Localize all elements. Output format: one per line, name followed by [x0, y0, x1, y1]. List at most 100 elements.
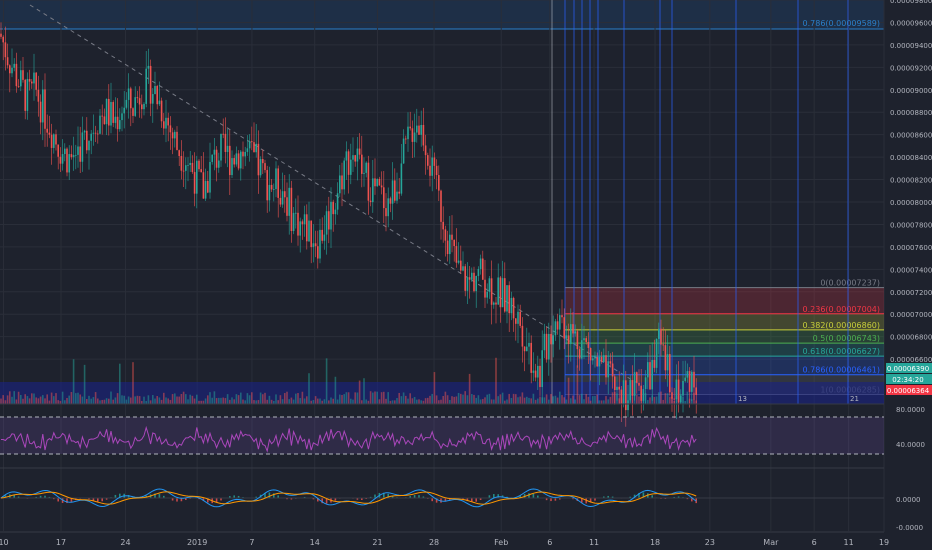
candle-body	[647, 362, 649, 378]
candle-body	[598, 356, 601, 367]
candle-body	[427, 155, 429, 166]
volume-bar	[156, 396, 158, 404]
candle-body	[42, 89, 44, 123]
volume-bar	[163, 392, 165, 404]
volume-bar	[130, 397, 132, 404]
volume-bar	[33, 393, 35, 404]
volume-bar	[493, 399, 495, 404]
volume-bar	[13, 391, 15, 404]
macd-bar	[356, 498, 359, 500]
volume-bar	[169, 399, 172, 404]
candle-body	[695, 387, 697, 395]
candle-body	[306, 214, 308, 242]
macd-bar	[154, 493, 156, 498]
volume-bar	[237, 395, 240, 404]
volume-bar	[196, 394, 198, 404]
volume-bar	[103, 399, 106, 404]
candle-body	[110, 102, 112, 126]
volume-bar	[429, 395, 431, 404]
candle-body	[191, 162, 194, 173]
date-axis[interactable]: 10 17 24 2019 7 14 21 28 Feb 6 11 18 23 Mar 6 11 19	[0, 538, 889, 547]
candle-body	[691, 371, 693, 392]
candle-body	[257, 143, 260, 176]
candle-body	[372, 178, 374, 203]
price-axis: 0.00009800 0.00009600 0.00009400 0.00009200…	[890, 0, 932, 364]
candle-body	[132, 108, 134, 116]
macd-signal-line	[0, 491, 697, 505]
candle-body	[297, 212, 299, 236]
volume-bar	[497, 396, 499, 404]
volume-bar	[372, 392, 374, 404]
macd-bar	[673, 496, 675, 498]
macd-bar	[550, 498, 552, 502]
volume-bar	[284, 393, 286, 404]
volume-bar	[427, 397, 429, 404]
macd-bar	[44, 495, 46, 498]
macd-bar	[127, 494, 130, 498]
volume-bar	[365, 399, 367, 404]
volume-bar	[343, 394, 345, 404]
macd-bar	[198, 498, 200, 500]
candle-body	[61, 154, 64, 164]
candle-body	[77, 146, 79, 155]
candle-body	[130, 88, 132, 109]
candle-body	[178, 150, 180, 157]
candle-body	[574, 331, 576, 334]
candle-body	[277, 168, 279, 198]
macd-bar	[554, 498, 557, 501]
volume-bar	[387, 392, 389, 404]
macd-bar	[651, 495, 653, 498]
volume-bar	[605, 396, 607, 404]
candle-body	[468, 277, 471, 280]
volume-bar	[178, 396, 180, 404]
candle-body	[394, 180, 396, 201]
volume-bar	[35, 397, 37, 404]
volume-bar	[99, 400, 101, 404]
candle-body	[167, 117, 169, 126]
macd-bar	[497, 494, 499, 498]
volume-bar	[409, 393, 411, 404]
candle-body	[411, 128, 414, 142]
volume-bar	[405, 395, 407, 404]
volume-bar	[55, 393, 57, 404]
volume-bar	[218, 397, 220, 404]
candle-body	[182, 170, 185, 172]
candle-body	[688, 371, 691, 392]
candle-body	[475, 276, 477, 292]
candle-body	[275, 168, 277, 190]
price-tick: 0.00007800	[890, 221, 932, 229]
volume-bar	[451, 396, 453, 404]
volume-bar	[134, 396, 136, 404]
volume-bar	[114, 397, 117, 404]
candle-body	[147, 65, 150, 69]
rsi-band	[0, 417, 884, 454]
volume-bar	[266, 399, 268, 404]
candle-body	[64, 148, 66, 155]
candle-body	[11, 67, 13, 74]
volume-bar	[638, 396, 640, 404]
candle-body	[121, 113, 123, 121]
candle-body	[273, 189, 275, 190]
candle-body	[378, 178, 381, 186]
candle-body	[400, 163, 403, 194]
volume-bar	[402, 392, 405, 404]
candle-body	[334, 209, 337, 215]
volume-bar	[255, 400, 257, 404]
volume-bar	[259, 392, 262, 404]
candle-body	[422, 124, 425, 146]
candle-body	[213, 149, 216, 155]
candle-body	[156, 86, 158, 105]
volume-bar	[125, 399, 128, 404]
candle-body	[70, 154, 73, 158]
volume-bar	[567, 377, 570, 404]
volume-bar	[141, 400, 143, 404]
macd-bar	[229, 496, 231, 498]
candle-body	[218, 160, 220, 168]
volume-bar	[523, 397, 526, 404]
candle-body	[451, 234, 453, 240]
candle-body	[185, 165, 187, 171]
candle-body	[603, 355, 605, 362]
candle-body	[418, 125, 420, 135]
volume-bar	[288, 399, 290, 404]
